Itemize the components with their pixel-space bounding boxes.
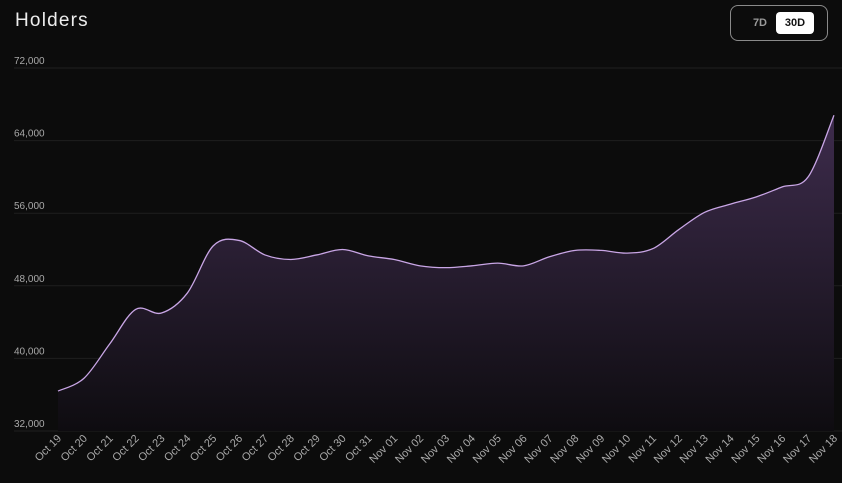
x-tick-label: Oct 29: [291, 433, 322, 464]
x-tick-label: Oct 23: [136, 433, 167, 464]
data-point: [238, 239, 241, 242]
x-tick-label: Oct 27: [240, 433, 271, 464]
data-point: [574, 249, 577, 252]
data-point: [781, 185, 784, 188]
data-point: [522, 264, 525, 267]
y-tick-label: 32,000: [14, 419, 45, 430]
x-tick-label: Nov 10: [600, 433, 633, 466]
data-point: [600, 249, 603, 252]
x-tick-label: Oct 28: [266, 433, 297, 464]
data-point: [470, 264, 473, 267]
data-point: [289, 258, 292, 261]
y-tick-label: 72,000: [14, 56, 45, 67]
data-point: [703, 211, 706, 214]
x-tick-label: Oct 20: [59, 433, 90, 464]
x-tick-label: Oct 24: [162, 433, 193, 464]
data-point: [833, 114, 836, 117]
data-point: [807, 175, 810, 178]
data-point: [263, 253, 266, 256]
data-point: [677, 228, 680, 231]
data-point: [186, 292, 189, 295]
data-point: [445, 266, 448, 269]
y-tick-label: 48,000: [14, 274, 45, 285]
x-tick-label: Oct 26: [214, 433, 245, 464]
y-tick-label: 40,000: [14, 346, 45, 357]
data-point: [626, 252, 629, 255]
range-7d-button[interactable]: 7D: [752, 17, 767, 29]
data-point: [367, 254, 370, 257]
data-point: [651, 247, 654, 250]
data-point: [212, 244, 215, 247]
data-point: [755, 195, 758, 198]
data-point: [108, 342, 111, 345]
holders-area: [58, 115, 834, 431]
y-tick-label: 56,000: [14, 201, 45, 212]
x-tick-label: Nov 18: [807, 433, 840, 466]
data-point: [419, 264, 422, 267]
data-point: [160, 312, 163, 315]
data-point: [548, 255, 551, 258]
x-tick-label: Oct 25: [188, 433, 219, 464]
y-axis: 32,000 40,000 48,000 56,000 64,000 72,000: [14, 56, 45, 430]
data-point: [57, 390, 60, 393]
data-point: [82, 377, 85, 380]
holders-line: [57, 114, 835, 392]
data-point: [341, 248, 344, 251]
x-tick-label: Oct 21: [84, 433, 115, 464]
data-point: [496, 262, 499, 265]
x-tick-label: Oct 19: [33, 433, 64, 464]
range-30d-button[interactable]: 30D: [776, 12, 814, 34]
data-point: [729, 203, 732, 206]
x-tick-label: Oct 30: [317, 433, 348, 464]
y-tick-label: 64,000: [14, 129, 45, 140]
data-point: [134, 308, 137, 311]
page-title: Holders: [15, 10, 89, 31]
data-point: [315, 253, 318, 256]
range-toggle: 7D 30D: [730, 5, 828, 41]
data-point: [393, 258, 396, 261]
x-tick-label: Oct 22: [110, 433, 141, 464]
